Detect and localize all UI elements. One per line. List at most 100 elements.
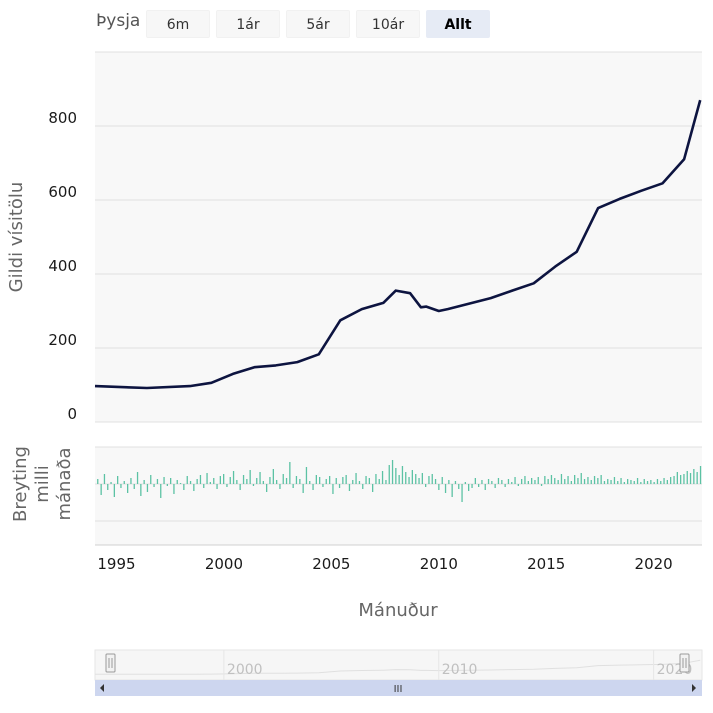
x-tick-label: 2010 [420, 555, 458, 573]
change-bar [464, 482, 466, 484]
change-bar [199, 475, 202, 484]
change-bar [408, 477, 410, 484]
change-bar [365, 476, 367, 484]
change-bar [193, 484, 195, 491]
change-bar [491, 481, 493, 484]
x-tick-label: 2020 [635, 555, 673, 573]
change-bar [471, 484, 473, 488]
change-bar [418, 478, 420, 484]
change-bar [362, 484, 364, 489]
change-bar [216, 484, 218, 489]
change-bar [478, 484, 480, 487]
change-bar [335, 478, 337, 484]
change-bar [315, 475, 317, 484]
change-bar [676, 472, 678, 484]
change-bar [117, 476, 119, 484]
change-bar [560, 474, 563, 484]
change-bar [391, 460, 394, 484]
change-bar [468, 484, 470, 491]
index-series-line [94, 99, 702, 390]
change-bar [372, 484, 374, 492]
change-bar [660, 481, 662, 484]
change-bar [438, 484, 440, 490]
change-bar [421, 473, 423, 484]
change-bar [405, 472, 407, 484]
change-bar [434, 479, 437, 484]
change-bar [226, 484, 228, 487]
change-bar [312, 484, 314, 490]
change-bar [425, 484, 427, 487]
change-bar [448, 480, 450, 484]
change-bar [146, 484, 149, 492]
change-bar [600, 475, 602, 484]
change-bar [699, 466, 702, 484]
change-bar [527, 481, 529, 484]
change-bar [388, 465, 390, 484]
navigator-right-handle[interactable] [679, 653, 690, 673]
x-tick-label: 1995 [97, 555, 135, 573]
change-bar [186, 476, 188, 484]
change-bar [574, 475, 576, 484]
change-bar [617, 481, 619, 484]
change-bar [242, 475, 245, 484]
navigator-tick-label: 2010 [442, 662, 478, 678]
change-bar [481, 480, 483, 484]
change-bar [666, 480, 668, 484]
change-bar [295, 476, 298, 484]
change-bar [643, 479, 645, 484]
change-bar [507, 479, 510, 484]
change-bar [613, 477, 616, 484]
change-bar [262, 481, 264, 484]
change-bar [583, 479, 586, 484]
range-5yr-button[interactable]: 5ár [286, 10, 350, 38]
change-bar [504, 484, 506, 487]
change-bar [550, 475, 553, 484]
change-bar [603, 481, 606, 484]
change-bar [636, 478, 639, 484]
change-bar [203, 484, 205, 488]
change-bar [411, 470, 413, 484]
navigator[interactable]: 2000 2010 2020 III [94, 649, 703, 696]
change-bar [325, 479, 327, 484]
change-bar [564, 479, 566, 484]
change-bar [183, 484, 185, 490]
range-1yr-button[interactable]: 1ár [216, 10, 280, 38]
navigator-left-handle[interactable] [105, 653, 116, 673]
scroll-left-arrow-icon[interactable] [100, 684, 104, 692]
y-tick-label: 200 [48, 331, 77, 349]
change-bar [673, 476, 675, 484]
range-all-button[interactable]: Allt [426, 10, 490, 38]
y-tick-label: 400 [48, 257, 77, 275]
plot-area-top [95, 52, 702, 422]
bottom-y-axis-title-group: Breyting milli mánaða [10, 446, 75, 522]
range-6m-button[interactable]: 6m [146, 10, 210, 38]
change-bar [279, 484, 281, 489]
plot-area-bottom [95, 447, 702, 545]
range-10yr-button[interactable]: 10ár [356, 10, 420, 38]
change-bar [484, 484, 486, 490]
change-bar [319, 477, 321, 484]
change-bar [517, 484, 519, 486]
navigator-series-line [95, 659, 701, 675]
change-bar [309, 481, 311, 484]
change-bar [329, 476, 331, 484]
change-bar [133, 484, 135, 489]
bottom-y-axis-title-line: mánaða [54, 447, 75, 520]
change-bar [176, 480, 178, 484]
change-bar [451, 484, 453, 497]
change-bars [97, 460, 702, 502]
y-tick-labels: 0 200 400 600 800 [48, 109, 77, 423]
change-bar [531, 478, 533, 484]
change-bar [623, 482, 625, 484]
change-bar [415, 474, 417, 484]
change-bar [160, 484, 162, 498]
scroll-right-arrow-icon[interactable] [692, 684, 696, 692]
change-bar [272, 469, 274, 484]
navigator-scrollbar[interactable] [95, 680, 702, 696]
change-bar [689, 473, 692, 484]
change-bar [103, 474, 106, 484]
change-bar [173, 484, 175, 494]
change-bar [487, 479, 490, 484]
change-bar [656, 479, 659, 484]
change-bar [633, 481, 635, 484]
